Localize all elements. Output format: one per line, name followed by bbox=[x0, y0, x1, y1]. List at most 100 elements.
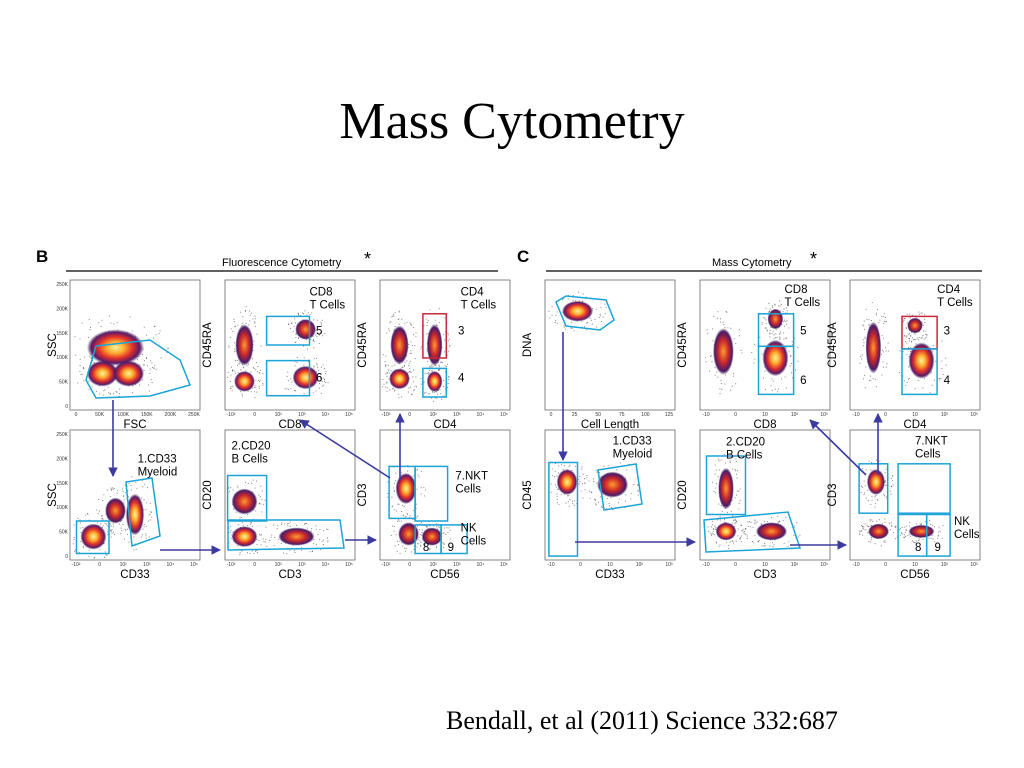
x-tick-label: -10² bbox=[382, 412, 391, 418]
x-tick-label: 0 bbox=[408, 412, 411, 418]
cell-population bbox=[767, 308, 784, 330]
gate-label: 8 bbox=[423, 542, 429, 554]
panel-b-letter: B bbox=[36, 247, 48, 266]
y-tick-label: 0 bbox=[65, 404, 68, 410]
x-tick-label: 10³ bbox=[453, 412, 461, 418]
cell-population bbox=[868, 523, 889, 540]
cell-population bbox=[105, 497, 126, 524]
x-tick-label: 10 bbox=[762, 412, 768, 418]
gate-label: CD8 bbox=[310, 287, 333, 299]
gate-box bbox=[75, 520, 110, 555]
gate-label: 3 bbox=[944, 326, 950, 338]
gate-label: Cells bbox=[455, 483, 481, 495]
cell-population bbox=[426, 324, 443, 366]
y-tick-label: 200K bbox=[56, 456, 68, 462]
gate-label: 1.CD33 bbox=[138, 454, 177, 466]
panel-c-plot-1: 0 25 50 75 100 125 Cell Length DNA bbox=[522, 279, 676, 431]
gate-label: B Cells bbox=[232, 454, 269, 466]
x-tick-label: 10⁵ bbox=[190, 562, 198, 568]
x-tick-label: 0 bbox=[408, 562, 411, 568]
x-tick-label: 10³ bbox=[453, 562, 461, 568]
x-tick-label: 50K bbox=[95, 412, 105, 418]
gate-overlays bbox=[85, 295, 883, 555]
cd3-gate-c bbox=[703, 511, 802, 553]
cell-population bbox=[295, 319, 316, 340]
x-axis-label: CD8 bbox=[753, 419, 776, 431]
plot-frame bbox=[544, 279, 676, 411]
panel-c-letter: C bbox=[517, 247, 529, 266]
x-tick-label: -10 bbox=[702, 562, 709, 568]
gate-label: NK bbox=[461, 522, 477, 534]
x-tick-label: 10³ bbox=[298, 562, 306, 568]
x-tick-label: -10² bbox=[227, 412, 236, 418]
gate-box bbox=[897, 463, 951, 514]
x-tick-label: 0 bbox=[734, 412, 737, 418]
x-tick-label: 10⁵ bbox=[345, 412, 353, 418]
gate-box bbox=[265, 315, 311, 346]
y-axis-label: CD20 bbox=[677, 480, 689, 509]
panel-c-header: Mass Cytometry bbox=[712, 257, 792, 269]
x-tick-label: 0 bbox=[253, 412, 256, 418]
x-tick-label: 10⁴ bbox=[477, 412, 485, 418]
cell-population bbox=[866, 469, 886, 495]
x-tick-label: -10 bbox=[702, 412, 709, 418]
cell-population bbox=[755, 522, 788, 541]
gate-label: NK bbox=[954, 516, 970, 528]
cell-population bbox=[395, 472, 417, 505]
y-tick-label: 100K bbox=[56, 505, 68, 511]
y-axis-label: CD20 bbox=[202, 480, 214, 509]
gate-label: 8 bbox=[915, 542, 921, 554]
cell-population bbox=[597, 471, 629, 498]
gate-label: Cells bbox=[954, 529, 980, 541]
gate-box bbox=[422, 367, 448, 398]
x-tick-label: 10² bbox=[941, 562, 949, 568]
gate-label: 2.CD20 bbox=[726, 437, 765, 449]
cell-population bbox=[231, 488, 258, 515]
y-axis-label: SSC bbox=[47, 483, 59, 507]
gate-label: 3 bbox=[458, 326, 464, 338]
gate-label: CD8 bbox=[785, 284, 808, 296]
myeloid-gate-c bbox=[597, 463, 643, 511]
y-tick-label: 50K bbox=[59, 380, 69, 386]
gate-label: Myeloid bbox=[613, 448, 653, 460]
panel-c-asterisk: * bbox=[810, 249, 817, 269]
cell-population bbox=[398, 522, 419, 546]
x-tick-label: 10⁵ bbox=[500, 412, 508, 418]
x-tick-label: 250K bbox=[188, 412, 200, 418]
x-tick-label: -10 bbox=[547, 562, 554, 568]
y-axis-label: CD45RA bbox=[357, 322, 369, 368]
gate-box bbox=[422, 313, 448, 359]
plot-frame bbox=[849, 429, 981, 561]
cell-population bbox=[908, 524, 935, 538]
gate-label: 2.CD20 bbox=[232, 441, 271, 453]
y-axis-label: CD3 bbox=[827, 483, 839, 506]
gate-box bbox=[858, 463, 889, 514]
cell-gate bbox=[555, 295, 615, 331]
x-tick-label: 10³ bbox=[970, 562, 978, 568]
x-tick-label: 10² bbox=[430, 562, 438, 568]
panel-b-plot-1: 0 50K 100K 150K 200K 250K 250K 200K 150K 100K 50K 0… bbox=[47, 279, 200, 431]
x-tick-label: 0 bbox=[884, 562, 887, 568]
gate-label: 9 bbox=[448, 542, 454, 554]
y-axis-label: CD45RA bbox=[827, 322, 839, 368]
x-tick-label: 10 bbox=[762, 562, 768, 568]
gate-label: 9 bbox=[935, 542, 941, 554]
x-tick-label: 25 bbox=[572, 412, 578, 418]
cell-population bbox=[86, 360, 119, 387]
x-tick-label: 10 bbox=[607, 562, 613, 568]
panel-b-asterisk: * bbox=[364, 249, 371, 269]
x-tick-label: 200K bbox=[165, 412, 177, 418]
plot-grid: 0 50K 100K 150K 200K 250K 250K 200K 150K 100K 50K 0… bbox=[47, 279, 981, 581]
gate-label: 7.NKT bbox=[915, 435, 948, 447]
y-tick-label: 250K bbox=[56, 432, 68, 438]
x-tick-label: 10² bbox=[791, 562, 799, 568]
gate-box bbox=[757, 345, 795, 396]
gate-label: Cells bbox=[915, 448, 941, 460]
